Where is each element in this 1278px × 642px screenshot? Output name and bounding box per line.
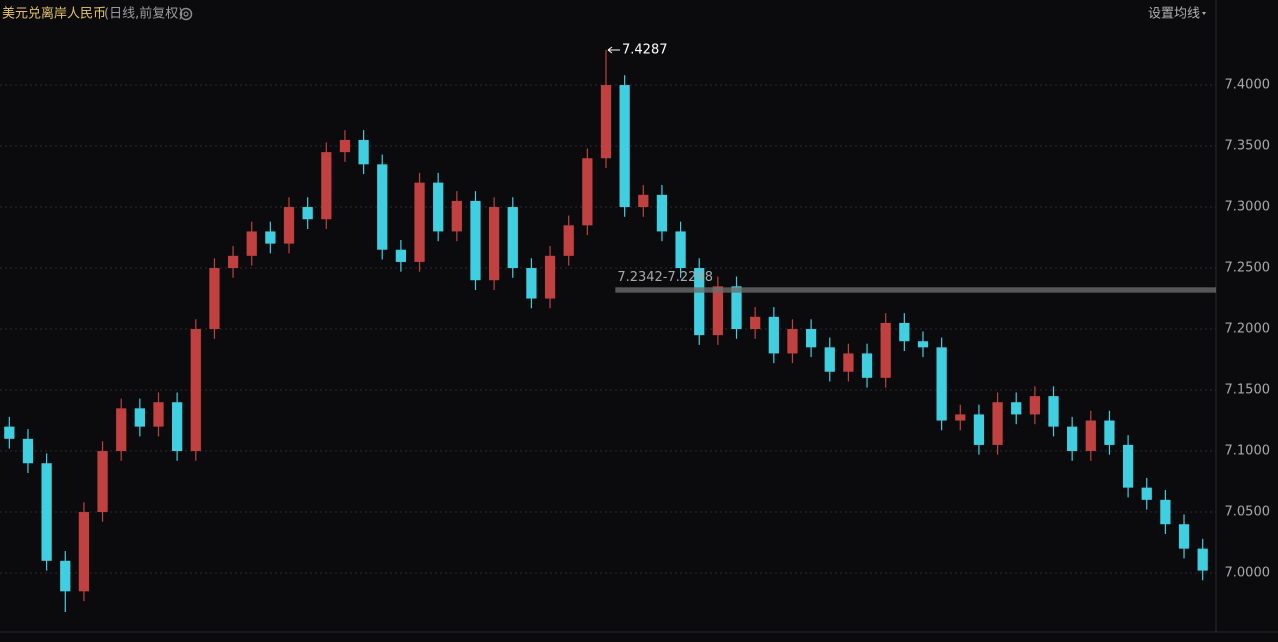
candle-body (190, 329, 201, 452)
candle-body (1160, 499, 1171, 525)
candle-body (116, 408, 127, 452)
candle-body (600, 85, 612, 159)
candle-body (955, 414, 966, 421)
candle-body (339, 139, 351, 153)
candle-body (936, 347, 947, 421)
candle-body (4, 426, 15, 439)
candle-body (582, 158, 593, 226)
candle-body (78, 512, 90, 592)
candle-body (283, 207, 295, 244)
candle-body (805, 329, 817, 348)
y-tick-label: 7.2500 (1225, 261, 1271, 276)
candle-body (563, 225, 574, 256)
candle-body (470, 200, 481, 281)
candle-body (41, 463, 52, 561)
candle-body (302, 207, 313, 220)
candle-body (1029, 396, 1040, 415)
candle-body (321, 152, 332, 220)
candle-body (824, 347, 835, 372)
candle-body (544, 255, 556, 299)
peak-label: 7.4287 (622, 43, 668, 58)
candle-body (358, 139, 369, 165)
y-tick-label: 7.1500 (1225, 383, 1271, 398)
candle-body (227, 255, 239, 269)
candle-body (899, 322, 910, 342)
candle-body (656, 194, 668, 232)
candle-body (134, 408, 145, 427)
candle-body (97, 451, 108, 513)
candle-body (1197, 548, 1208, 571)
candle-body (731, 286, 742, 330)
candle-body (526, 268, 537, 299)
candle-body (1048, 396, 1059, 427)
candle-body (395, 249, 407, 262)
range-band (615, 287, 1216, 293)
candle-body (880, 322, 891, 378)
peak-arrow (607, 46, 620, 54)
candle-body (768, 316, 779, 354)
ma-settings[interactable]: 设置均线 (1148, 7, 1200, 22)
candle-body (1122, 444, 1134, 488)
candle-body (638, 194, 649, 208)
candle-body (1085, 420, 1096, 452)
candle-body (1104, 420, 1115, 445)
candle-body (694, 268, 705, 336)
candle-body (488, 207, 500, 281)
candle-body (1067, 426, 1078, 452)
candle-body (451, 200, 462, 232)
candle-body (973, 414, 985, 445)
candle-body (1178, 524, 1190, 549)
candle-body (246, 231, 257, 256)
y-tick-label: 7.4000 (1225, 78, 1271, 93)
candle-body (209, 268, 220, 330)
candle-body (507, 207, 518, 269)
y-tick-label: 7.3000 (1225, 200, 1271, 215)
y-tick-label: 7.2000 (1225, 322, 1271, 337)
y-tick-label: 7.0500 (1225, 505, 1271, 520)
settings-icon[interactable] (179, 7, 193, 21)
candle-body (153, 402, 164, 427)
candle-body (843, 353, 854, 372)
candle-body (22, 438, 34, 464)
candle-body (172, 402, 183, 452)
dropdown-arrow (1202, 12, 1206, 15)
candle-body (377, 164, 388, 250)
candle-body (414, 182, 425, 262)
candle-body (712, 286, 724, 336)
chart-title: 美元兑离岸人民币 (2, 6, 106, 22)
candle-body (917, 341, 929, 348)
candle-body (787, 329, 798, 354)
candle-body (265, 231, 276, 244)
candle-body (992, 402, 1003, 445)
candle-body (433, 182, 444, 232)
y-tick-label: 7.3500 (1225, 139, 1271, 154)
candle-body (1011, 402, 1022, 415)
candle-body (619, 85, 630, 208)
range-label: 7.2342-7.2298 (617, 270, 713, 285)
chart-subtitle: (日线,前复权) (104, 6, 183, 22)
candle-body (1141, 487, 1152, 500)
gear-center (183, 11, 189, 17)
candle-body (675, 231, 686, 269)
candle-body (60, 560, 71, 592)
gear (179, 7, 193, 21)
y-tick-label: 7.1000 (1225, 444, 1271, 459)
candle-body (861, 353, 873, 378)
y-tick-label: 7.0000 (1225, 566, 1271, 581)
candle-body (750, 316, 761, 330)
